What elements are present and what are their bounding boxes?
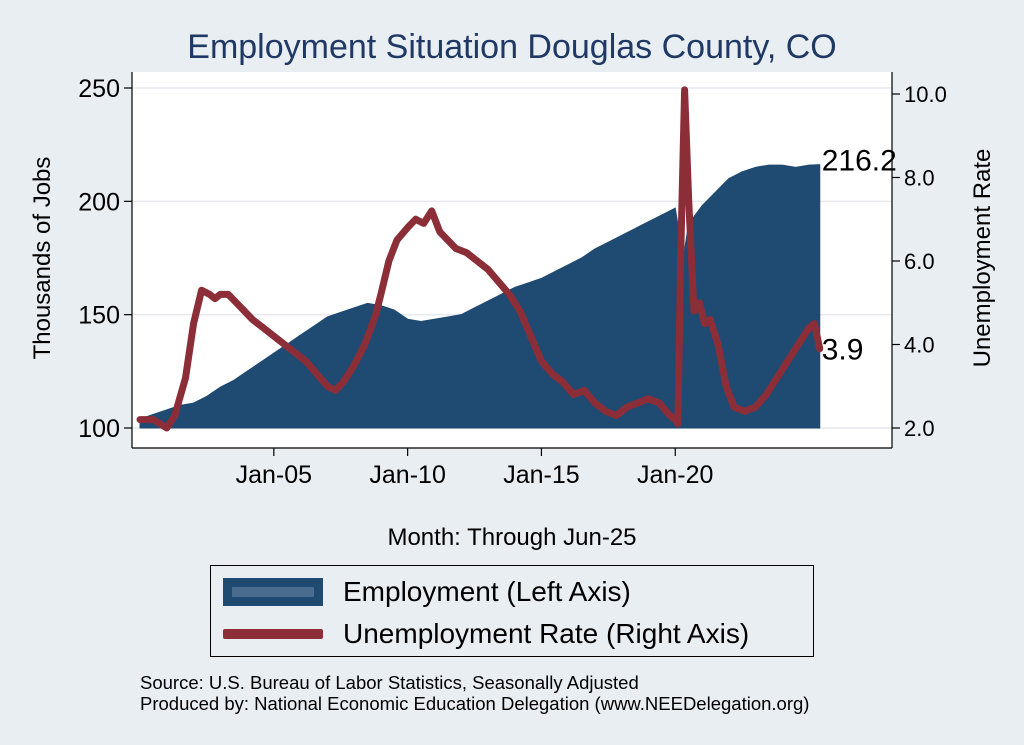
x-tick-label: Jan-05	[236, 461, 312, 489]
left-tick-label: 150	[78, 302, 120, 330]
legend-swatch-line	[223, 629, 323, 639]
legend: Employment (Left Axis) Unemployment Rate…	[210, 565, 814, 657]
unemployment-line	[136, 86, 824, 432]
employment-end-label: 216.2	[822, 145, 897, 178]
x-tick-label: Jan-10	[369, 461, 445, 489]
producer-line: Produced by: National Economic Education…	[140, 693, 810, 714]
chart-title: Employment Situation Douglas County, CO	[187, 28, 837, 66]
right-tick-label: 10.0	[904, 82, 947, 107]
legend-label-employment: Employment (Left Axis)	[343, 576, 631, 607]
y-axis-label-right: Unemployment Rate	[969, 149, 996, 368]
x-axis-label: Month: Through Jun-25	[387, 524, 636, 551]
source-line: Source: U.S. Bureau of Labor Statistics,…	[140, 672, 639, 693]
right-tick-label: 8.0	[904, 166, 935, 191]
right-tick-label: 4.0	[904, 333, 935, 358]
chart-svg: 100 150 200 250 2.0 4.0 6.0 8.0 10.0 Jan-05 Jan-10…	[29, 72, 996, 551]
left-tick-label: 200	[78, 188, 120, 216]
y-axis-label-left: Thousands of Jobs	[29, 157, 56, 360]
left-tick-label: 250	[78, 75, 120, 103]
legend-item-employment: Employment (Left Axis)	[223, 572, 631, 612]
legend-item-unemployment: Unemployment Rate (Right Axis)	[223, 614, 749, 654]
legend-label-unemployment: Unemployment Rate (Right Axis)	[343, 618, 750, 649]
right-tick-label: 6.0	[904, 249, 935, 274]
x-tick-label: Jan-20	[637, 461, 713, 489]
legend-swatch-area	[223, 578, 323, 606]
unemployment-end-label: 3.9	[822, 334, 864, 367]
left-tick-label: 100	[78, 415, 120, 443]
right-tick-label: 2.0	[904, 416, 935, 441]
x-tick-label: Jan-15	[503, 461, 579, 489]
source-note: Source: U.S. Bureau of Labor Statistics,…	[140, 672, 809, 714]
